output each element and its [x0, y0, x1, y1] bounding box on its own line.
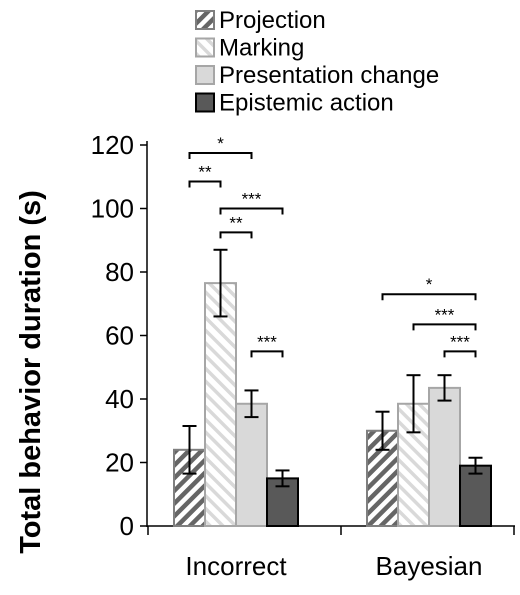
legend-label-presentation-change: Presentation change: [219, 62, 439, 89]
y-tick-label-60: 60: [105, 321, 134, 351]
significance-bracket-8-label: ***: [450, 332, 470, 351]
significance-bracket-5-label: ***: [257, 332, 277, 351]
legend-label-marking: Marking: [219, 35, 304, 62]
legend-swatch-epistemic-action: [195, 92, 215, 113]
y-tick-label-80: 80: [105, 257, 134, 287]
x-tick-label-bayesian: Bayesian: [376, 551, 483, 581]
significance-bracket-3: [219, 207, 284, 215]
significance-bracket-6: [381, 293, 477, 301]
legend-swatch-projection: [195, 10, 215, 30]
axes: 0 20 40 60 80 100 120 Incorrect Bayesian: [91, 130, 515, 581]
y-tick-label-100: 100: [91, 194, 134, 224]
significance-bracket-7-label: ***: [435, 305, 455, 324]
error-bars: [182, 248, 483, 488]
significance-bracket-1-label: *: [217, 134, 224, 153]
y-tick-label-40: 40: [105, 384, 134, 414]
significance-bracket-2: [188, 180, 222, 188]
significance-bracket-4-label: **: [229, 213, 243, 232]
legend-label-epistemic-action: Epistemic action: [219, 90, 394, 117]
significance-bracket-8: [443, 350, 477, 358]
significance-bracket-4: [219, 231, 253, 239]
y-tick-label-0: 0: [120, 511, 134, 541]
significance-bracket-2-label: **: [198, 163, 212, 182]
y-axis-label: Total behavior duration (s): [15, 190, 47, 554]
y-tick-label-20: 20: [105, 448, 134, 478]
legend-swatch-presentation-change: [195, 65, 215, 85]
legend-label-projection: Projection: [219, 7, 326, 34]
bar-presentation-change-bayesian: [428, 386, 461, 528]
significance-bracket-5: [250, 350, 284, 358]
legend-swatch-marking: [195, 37, 215, 58]
significance-bracket-3-label: ***: [242, 190, 262, 209]
bar-marking-incorrect: [204, 282, 237, 527]
x-tick-label-incorrect: Incorrect: [185, 551, 287, 581]
bar-presentation-change-incorrect: [235, 402, 268, 528]
significance-bracket-6-label: *: [426, 275, 433, 294]
significance-bracket-1: [188, 151, 253, 159]
bar-epistemic-action-bayesian: [459, 464, 492, 527]
y-tick-label-120: 120: [91, 130, 134, 160]
significance-bracket-7: [412, 323, 477, 331]
significance-brackets: ******************: [188, 134, 477, 358]
